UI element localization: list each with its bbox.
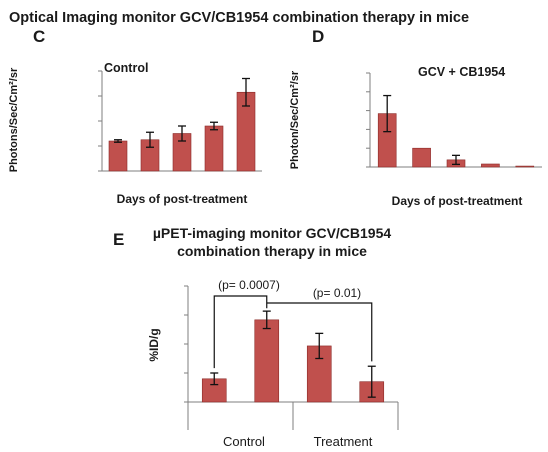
chart-c-title: Control — [104, 61, 148, 75]
chart-e-y-axis-label: %ID/g — [147, 328, 161, 361]
page-title: Optical Imaging monitor GCV/CB1954 combi… — [9, 10, 469, 26]
chart-c-x-axis-label: Days of post-treatment — [117, 192, 248, 206]
panel-letter-e: E — [113, 230, 124, 249]
chart-e-significance-bracket — [266, 302, 373, 362]
chart-panel-e: E µPET-imaging monitor GCV/CB1954 combin… — [113, 225, 399, 449]
chart-e-title-line-1: µPET-imaging monitor GCV/CB1954 — [153, 225, 392, 241]
chart-d-title: GCV + CB1954 — [418, 65, 505, 79]
chart-e-annotation-p2: (p= 0.01) — [313, 286, 361, 300]
chart-d-y-axis-label: Photon/Sec/Cm²/sr — [289, 70, 301, 169]
panel-letter-c: C — [33, 27, 45, 46]
chart-d-bar — [412, 147, 431, 168]
chart-e-group-label-control: Control — [223, 434, 265, 449]
chart-e-bar — [254, 319, 280, 403]
chart-e-significance-bracket — [213, 295, 268, 369]
panel-letter-d: D — [312, 27, 324, 46]
chart-c-bar — [108, 140, 128, 172]
chart-d-bar — [481, 163, 500, 168]
chart-c-y-axis-label: Photons/Sec/Cm²/sr — [8, 67, 20, 172]
chart-panel-d: D GCV + CB1954 Photon/Sec/Cm²/sr Days of… — [289, 27, 542, 208]
chart-d-x-axis-label: Days of post-treatment — [392, 194, 523, 208]
chart-e-title-line-2: combination therapy in mice — [177, 243, 367, 259]
chart-c-bar — [204, 125, 224, 172]
chart-e-annotation-p1: (p= 0.0007) — [218, 278, 280, 292]
chart-e-group-label-treatment: Treatment — [314, 434, 373, 449]
chart-panel-c: C Control Photons/Sec/Cm²/sr Days of pos… — [8, 27, 262, 206]
chart-d-bar — [515, 165, 535, 168]
